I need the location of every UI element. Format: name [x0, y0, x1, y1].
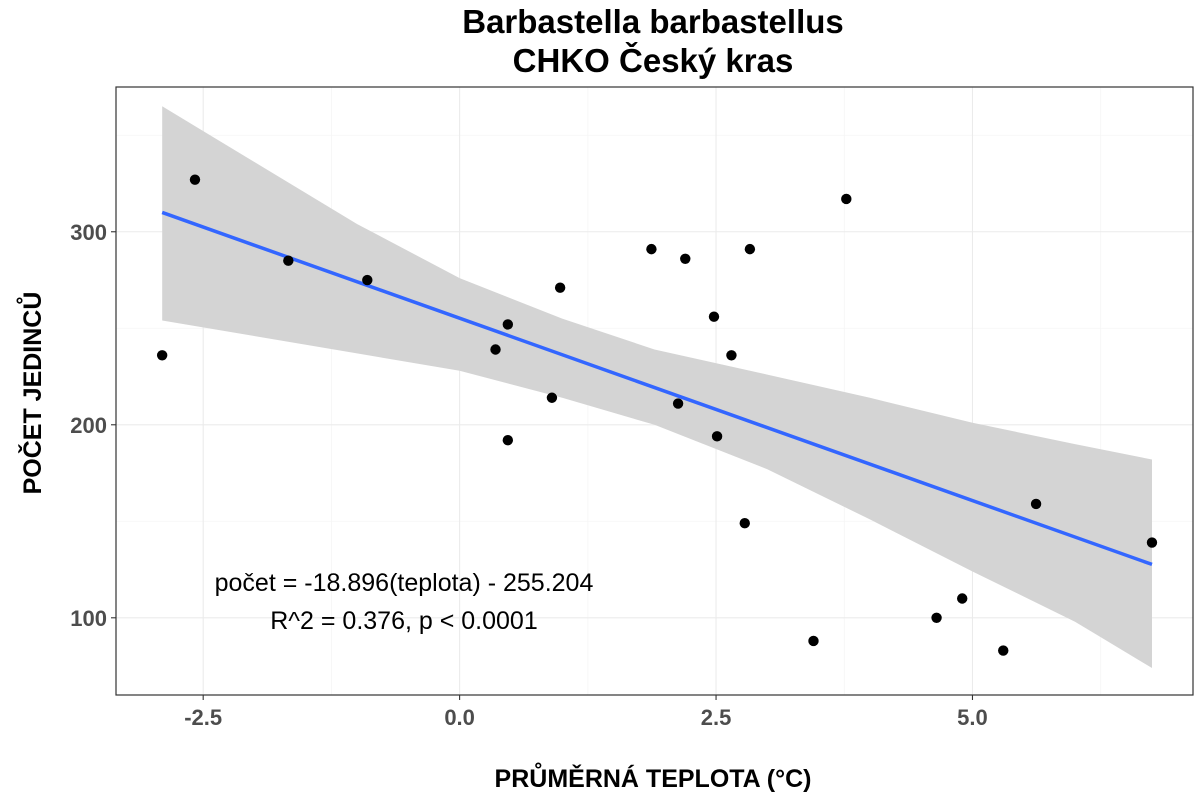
- x-tick-label: 0.0: [444, 705, 475, 730]
- data-point: [1030, 498, 1042, 510]
- y-tick-label: 300: [70, 220, 107, 245]
- panel-border: [115, 86, 1194, 696]
- data-point: [1146, 537, 1158, 548]
- data-point: [957, 593, 968, 604]
- data-point: [680, 253, 691, 264]
- data-point: [708, 311, 720, 322]
- data-point: [546, 392, 558, 403]
- x-axis-ticks: -2.5 0.0 2.5 5.0: [184, 695, 988, 730]
- x-tick-label: 5.0: [957, 705, 988, 730]
- data-point: [841, 193, 852, 205]
- y-tick-label: 200: [70, 413, 107, 438]
- data-point: [189, 174, 201, 185]
- r-squared-annotation: R^2 = 0.376, p < 0.0001: [270, 607, 538, 635]
- x-tick-label: 2.5: [701, 705, 732, 730]
- y-tick-label: 100: [70, 606, 107, 631]
- data-point: [672, 398, 684, 409]
- data-point: [744, 243, 756, 255]
- regression-equation: počet = -18.896(teplota) - 255.204: [215, 569, 594, 597]
- chart-subtitle: CHKO Český kras: [513, 41, 794, 79]
- data-point: [646, 243, 657, 255]
- data-point: [502, 319, 514, 330]
- data-point: [931, 612, 942, 623]
- data-point: [362, 274, 373, 286]
- data-point: [711, 431, 723, 442]
- data-point: [998, 645, 1009, 656]
- data-point: [502, 435, 514, 446]
- data-point: [726, 350, 737, 361]
- data-point: [739, 518, 750, 529]
- data-points: [156, 174, 1158, 656]
- x-tick-label: -2.5: [184, 705, 222, 730]
- data-point: [554, 282, 566, 293]
- chart-title: Barbastella barbastellus: [462, 3, 844, 40]
- data-point: [283, 255, 294, 266]
- data-point: [156, 350, 168, 361]
- regression-line-layer: [161, 210, 1153, 567]
- regression-line: [161, 210, 1153, 567]
- data-point: [490, 344, 501, 355]
- x-axis-title: PRŮMĚRNÁ TEPLOTA (°C): [495, 761, 812, 793]
- y-axis-ticks: 100 200 300: [70, 220, 116, 631]
- data-point: [808, 635, 819, 647]
- y-axis-title: POČET JEDINCŮ: [15, 292, 47, 495]
